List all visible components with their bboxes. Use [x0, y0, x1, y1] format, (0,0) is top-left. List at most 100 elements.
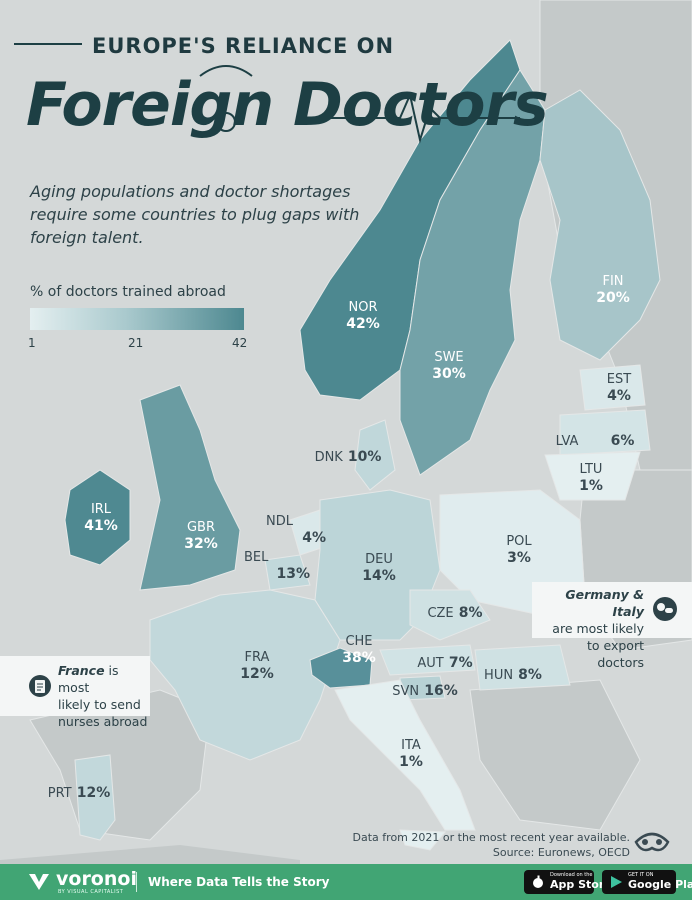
legend-tick-max: 42: [232, 336, 248, 350]
country-code: NDL: [266, 514, 293, 529]
page-title: Foreign Doctors: [26, 70, 549, 140]
country-value: 38%: [342, 649, 376, 666]
google-play-label: Google Play: [628, 878, 692, 891]
callout-text-2: likely to send nurses abroad: [58, 697, 148, 729]
country-shape-lva: [559, 409, 651, 456]
callout-bold: France: [58, 663, 105, 678]
country-value: 12%: [240, 665, 274, 682]
country-shape-swe: [399, 69, 546, 476]
legend-title: % of doctors trained abroad: [30, 284, 226, 300]
country-label-bel: BEL 13%: [244, 550, 310, 582]
subtitle: Aging populations and doctor shortages r…: [30, 182, 360, 247]
voronoi-logo-icon: [29, 874, 49, 890]
country-label-cze: CZE 8%: [420, 602, 490, 622]
country-shape-fin: [539, 89, 661, 361]
country-value: 4%: [607, 387, 631, 404]
country-label-gbr: GBR 32%: [174, 520, 228, 552]
country-shape-irl: [64, 469, 131, 566]
source-line-2: Source: Euronews, OECD: [492, 846, 630, 859]
country-value: 14%: [362, 567, 396, 584]
country-code: CHE: [345, 634, 373, 649]
country-code: GBR: [186, 520, 216, 535]
country-value: 8%: [458, 605, 483, 621]
country-shape-hun: [474, 644, 571, 691]
play-icon: [611, 876, 622, 888]
country-code: IRL: [90, 502, 112, 517]
country-code: ITA: [401, 738, 421, 753]
clipboard-icon: [29, 675, 51, 697]
footer-divider: [136, 872, 137, 892]
country-shape-fra: [149, 589, 341, 761]
country-shape-ita-sicily: [399, 829, 447, 851]
country-value: 6%: [610, 433, 635, 449]
country-code: HUN: [484, 668, 514, 683]
country-label-ita: ITA 1%: [386, 738, 436, 770]
google-play-button[interactable]: GET IT ON Google Play: [602, 870, 692, 894]
country-label-fin: FIN 20%: [586, 274, 640, 306]
country-label-hun: HUN 8%: [480, 664, 546, 684]
country-shape-dnk: [354, 419, 396, 491]
country-label-irl: IRL 41%: [76, 502, 126, 534]
country-value: 20%: [596, 289, 630, 306]
country-code: FRA: [244, 650, 270, 665]
brand-name: voronoi: [56, 868, 137, 890]
country-label-deu: DEU 14%: [354, 552, 404, 584]
country-code: DNK: [314, 450, 343, 465]
country-value: 30%: [432, 365, 466, 382]
country-value: 12%: [76, 785, 111, 801]
country-value: 7%: [448, 655, 473, 671]
country-value: 1%: [579, 477, 603, 494]
country-code: EST: [606, 372, 632, 387]
country-code: SWE: [434, 350, 464, 365]
callout-bold: Germany & Italy: [565, 587, 644, 619]
country-shape-ita: [334, 679, 476, 831]
country-label-swe: SWE 30%: [422, 350, 476, 382]
country-code: DEU: [365, 552, 393, 567]
country-code: SVN: [392, 684, 420, 699]
country-label-nor: NOR 42%: [336, 300, 390, 332]
country-label-fra: FRA 12%: [232, 650, 282, 682]
pills-icon: [653, 597, 677, 621]
brand-sub: BY VISUAL CAPITALIST: [58, 889, 124, 895]
country-shape-deu: [314, 489, 441, 641]
country-code: LVA: [555, 434, 579, 449]
stethoscope-icon: [14, 43, 520, 144]
country-code: BEL: [244, 550, 269, 565]
country-label-svn: SVN 16%: [392, 680, 458, 700]
country-value: 32%: [184, 535, 218, 552]
country-shape-aut: [379, 644, 476, 676]
country-label-ndl: NDL 4%: [266, 514, 326, 546]
callout-france: France is most likely to send nurses abr…: [0, 656, 150, 729]
country-shape-prt: [74, 754, 116, 841]
country-value: 16%: [424, 683, 458, 699]
app-store-button[interactable]: Download on the App Store: [524, 870, 612, 894]
country-value: 42%: [346, 315, 380, 332]
country-value: 13%: [276, 565, 310, 582]
callout-text: are most likely to export doctors: [552, 621, 644, 670]
country-label-prt: PRT 12%: [46, 782, 112, 802]
legend-gradient: [30, 308, 244, 330]
country-shape-est: [579, 364, 646, 411]
google-play-top: GET IT ON: [628, 872, 654, 878]
country-label-ltu: LTU 1%: [566, 462, 616, 494]
country-label-che: CHE 38%: [334, 634, 384, 666]
country-shape-cze: [409, 589, 491, 641]
country-label-dnk: DNK 10%: [310, 446, 386, 466]
country-value: 3%: [507, 549, 531, 566]
country-code: LTU: [579, 462, 603, 477]
legend-tick-mid: 21: [128, 336, 144, 350]
land-spain: [29, 689, 211, 841]
country-label-aut: AUT 7%: [412, 652, 478, 672]
eyebrow-title: EUROPE'S RELIANCE ON: [92, 34, 395, 58]
eye-mask-icon: [634, 832, 670, 852]
source-line-1: Data from 2021 or the most recent year a…: [352, 831, 630, 844]
app-store-top: Download on the: [550, 872, 593, 878]
country-shape-ltu: [544, 451, 641, 501]
callout-germany-italy: Germany & Italy are most likely to expor…: [532, 582, 692, 670]
tagline: Where Data Tells the Story: [148, 875, 330, 889]
country-value: 1%: [399, 753, 423, 770]
country-code: FIN: [602, 274, 624, 289]
country-value: 10%: [347, 449, 382, 465]
country-code: CZE: [427, 606, 454, 621]
